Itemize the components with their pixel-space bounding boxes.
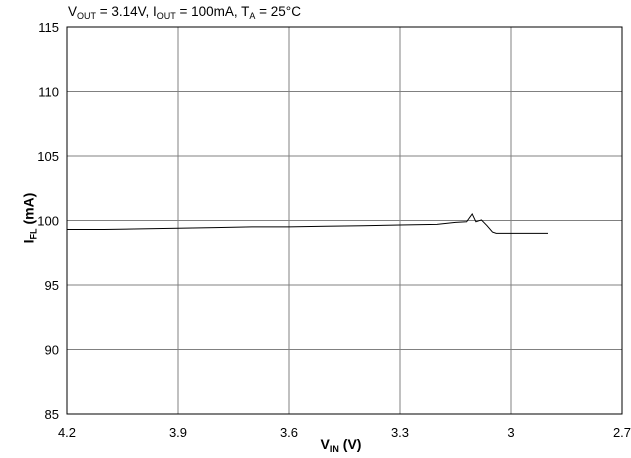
y-tick-label: 95 <box>45 278 59 293</box>
title-text: = 3.14V, <box>96 4 153 19</box>
x-tick-label: 3.3 <box>391 425 409 440</box>
title-subscript: OUT <box>156 11 176 21</box>
y-tick-label: 85 <box>45 407 59 422</box>
title-symbol: T <box>241 4 250 19</box>
y-tick-label: 105 <box>37 149 59 164</box>
y-tick-label: 90 <box>45 343 59 358</box>
y-axis-label: IFL (mA) <box>20 192 39 244</box>
title-symbol: V <box>68 4 78 19</box>
grid-lines <box>67 27 622 414</box>
tick-labels: 4.2 3.9 3.6 3.3 3 2.7 85 90 95 100 105 110 115 <box>37 20 631 440</box>
y-tick-label: 115 <box>38 20 59 35</box>
y-tick-label: 100 <box>37 214 59 229</box>
x-tick-label: 2.7 <box>613 425 631 440</box>
title-subscript: OUT <box>77 11 97 21</box>
y-tick-label: 110 <box>38 85 59 100</box>
x-tick-label: 4.2 <box>58 425 76 440</box>
x-axis-label: VIN (V) <box>320 436 362 454</box>
title-symbol: I <box>152 4 157 19</box>
title-subscript: A <box>249 11 256 21</box>
x-tick-label: 3.9 <box>169 425 187 440</box>
plot-frame <box>66 26 623 415</box>
chart-title: VOUT = 3.14V, IOUT = 100mA, TA = 25°C <box>68 4 301 21</box>
x-tick-label: 3.6 <box>280 425 298 440</box>
series-line <box>67 213 548 234</box>
title-text: = 100mA, <box>175 4 242 19</box>
title-text: = 25°C <box>255 4 301 19</box>
x-tick-label: 3 <box>507 425 514 440</box>
